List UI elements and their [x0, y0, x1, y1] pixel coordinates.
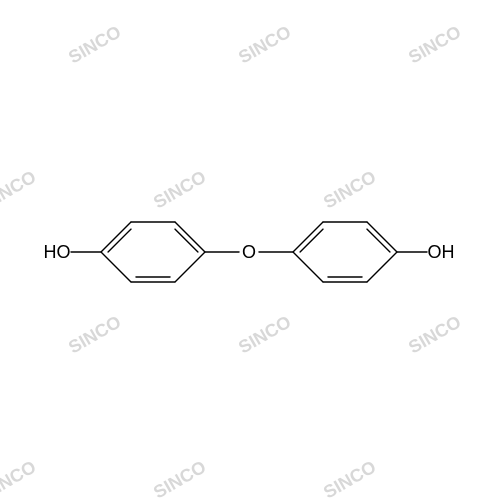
molecule-diagram: HO O OH — [0, 0, 500, 500]
atom-label: OH — [428, 242, 455, 262]
atom-label: O — [242, 242, 256, 262]
atom-label: HO — [44, 242, 71, 262]
